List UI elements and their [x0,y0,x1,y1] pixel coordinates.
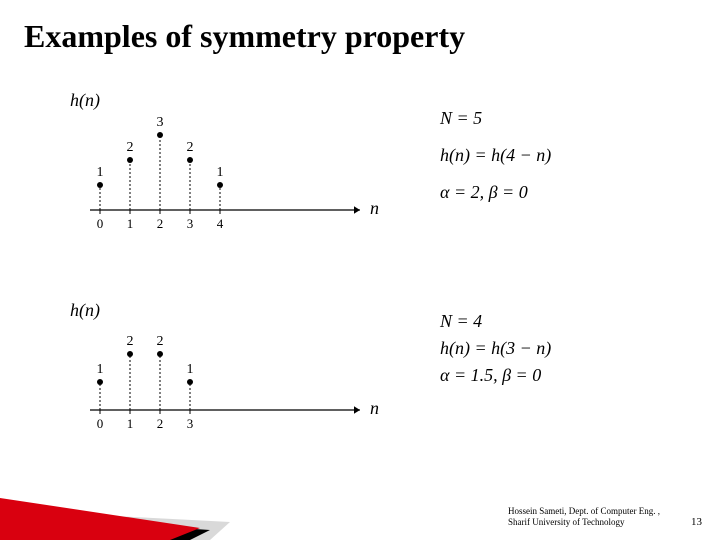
stem-value-label: 1 [90,165,110,181]
stem-value-label: 3 [150,115,170,131]
stem-value-label: 1 [210,165,230,181]
y-axis-label: h(n) [70,90,100,111]
eq-line: α = 2, β = 0 [440,179,551,206]
stem-value-label: 1 [90,362,110,378]
stem-value-label: 2 [150,334,170,350]
x-axis-label: n [370,398,379,419]
footer-credit: Hossein Sameti, Dept. of Computer Eng. ,… [508,506,660,528]
stem-value-label: 2 [180,140,200,156]
x-tick-label: 1 [120,216,140,232]
stem-plot-n4: h(n) 01231221n [70,310,400,450]
x-tick-label: 2 [150,216,170,232]
stem-plot-n5: h(n) 0123412321n [70,100,400,250]
equations-n4: N = 4 h(n) = h(3 − n) α = 1.5, β = 0 [440,308,551,389]
eq-line: h(n) = h(3 − n) [440,335,551,362]
x-tick-label: 3 [180,416,200,432]
x-tick-label: 3 [180,216,200,232]
stem-value-label: 2 [120,140,140,156]
footer-line: Sharif University of Technology [508,517,660,528]
eq-line: N = 5 [440,105,551,132]
stem-value-label: 1 [180,362,200,378]
equations-n5: N = 5 h(n) = h(4 − n) α = 2, β = 0 [440,105,551,206]
x-tick-label: 4 [210,216,230,232]
y-axis-label: h(n) [70,300,100,321]
x-tick-label: 1 [120,416,140,432]
x-tick-label: 0 [90,216,110,232]
page-number: 13 [691,516,702,528]
x-axis-label: n [370,198,379,219]
x-tick-label: 2 [150,416,170,432]
eq-line: h(n) = h(4 − n) [440,142,551,169]
footer-decoration [0,480,300,540]
x-tick-label: 0 [90,416,110,432]
eq-line: N = 4 [440,308,551,335]
slide-title: Examples of symmetry property [24,18,465,55]
eq-line: α = 1.5, β = 0 [440,362,551,389]
stem-value-label: 2 [120,334,140,350]
footer-line: Hossein Sameti, Dept. of Computer Eng. , [508,506,660,517]
